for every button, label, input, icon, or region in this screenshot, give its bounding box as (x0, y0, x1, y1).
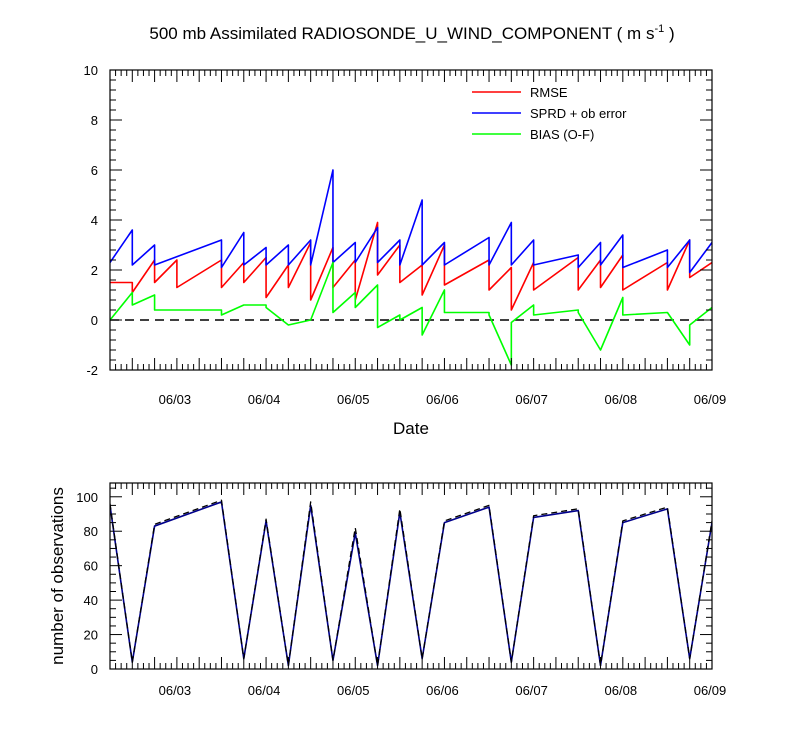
bottom-y-tick-label: 40 (84, 593, 98, 608)
bottom-x-tick-label: 06/04 (248, 683, 281, 698)
bottom-x-tick-label: 06/09 (694, 683, 727, 698)
chart-title-suffix: ) (664, 24, 674, 43)
top-x-tick-label: 06/06 (426, 392, 459, 407)
top-x-tick-label: 06/03 (159, 392, 192, 407)
bottom-x-tick-label: 06/05 (337, 683, 370, 698)
top-plot: -2 0 2 4 6 8 10 06/03 06/04 06/05 06/06 06/07 06/08… (84, 63, 727, 438)
bottom-y-tick-label: 100 (76, 490, 98, 505)
legend-label-rmse: RMSE (530, 85, 568, 100)
bottom-y-tick-label: 80 (84, 524, 98, 539)
bottom-y-tick-label: 0 (91, 662, 98, 677)
legend-label-sprd: SPRD + ob error (530, 106, 627, 121)
top-x-axis-title: Date (393, 419, 429, 438)
chart-title-superscript: -1 (654, 23, 664, 35)
legend: RMSE SPRD + ob error BIAS (O-F) (472, 85, 627, 142)
top-y-tick-label: 10 (84, 63, 98, 78)
chart-title-main: 500 mb Assimilated RADIOSONDE_U_WIND_COM… (149, 24, 654, 43)
top-y-tick-label: 8 (91, 113, 98, 128)
bottom-plot-frame (109, 482, 713, 670)
top-x-tick-label: 06/04 (248, 392, 281, 407)
top-y-tick-label: 0 (91, 313, 98, 328)
bottom-x-tick-label: 06/06 (426, 683, 459, 698)
bottom-x-tick-label: 06/03 (159, 683, 192, 698)
top-x-tick-label: 06/08 (605, 392, 638, 407)
bottom-y-tick-label: 60 (84, 559, 98, 574)
chart-title: 500 mb Assimilated RADIOSONDE_U_WIND_COM… (149, 23, 674, 43)
bottom-series-line-1 (110, 499, 712, 667)
top-y-tick-label: 2 (91, 263, 98, 278)
top-y-tick-label: -2 (86, 363, 98, 378)
top-y-tick-label: 4 (91, 213, 98, 228)
top-series-line-2 (110, 261, 712, 366)
top-series-line-0 (110, 221, 712, 311)
top-x-tick-label: 06/07 (515, 392, 548, 407)
bottom-y-tick-label: 20 (84, 628, 98, 643)
bottom-plot: 0 20 40 60 80 100 06/03 06/04 06/05 06/06 06/07 06… (48, 482, 727, 698)
top-x-tick-label: 06/09 (694, 392, 727, 407)
legend-label-bias: BIAS (O-F) (530, 127, 594, 142)
bottom-x-tick-label: 06/07 (515, 683, 548, 698)
bottom-y-axis-title: number of observations (48, 487, 67, 665)
bottom-x-tick-label: 06/08 (605, 683, 638, 698)
top-x-tick-label: 06/05 (337, 392, 370, 407)
top-y-tick-label: 6 (91, 163, 98, 178)
top-series-line-1 (110, 169, 712, 274)
